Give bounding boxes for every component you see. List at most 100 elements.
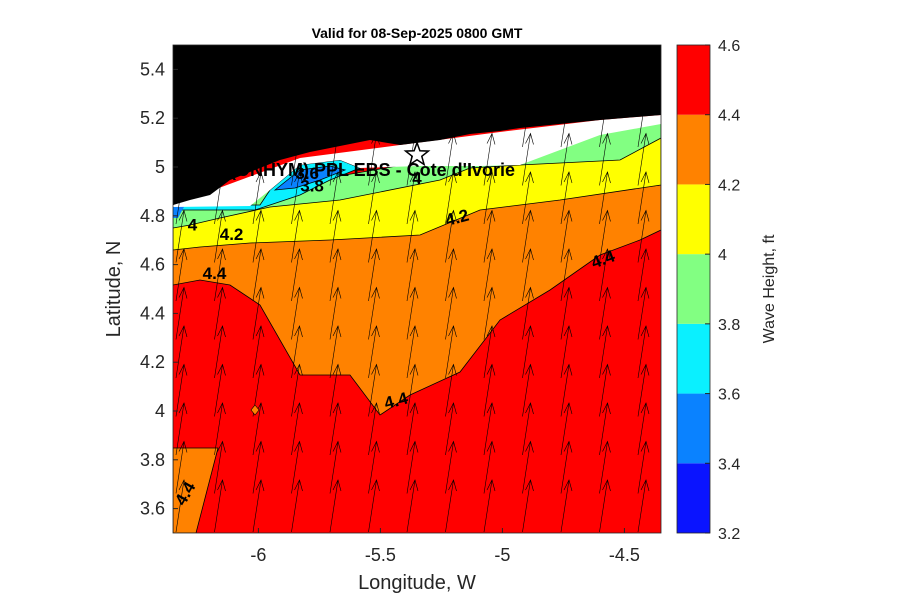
wind-arrow-shaft xyxy=(252,287,262,340)
wind-arrow-head xyxy=(332,479,342,492)
wind-arrow-head xyxy=(448,209,457,222)
wind-arrow-head xyxy=(602,479,611,492)
wind-arrow-shaft xyxy=(214,287,223,340)
wind-arrow-shaft xyxy=(329,479,339,533)
wind-arrow-shaft xyxy=(329,210,339,263)
wind-arrow-head xyxy=(525,286,534,299)
contour-label: 3.8 xyxy=(300,176,324,195)
wind-arrow-head xyxy=(178,363,188,376)
wind-arrow-head xyxy=(525,209,534,222)
wind-arrow-shaft xyxy=(368,402,377,456)
wind-arrow-head xyxy=(448,325,457,338)
wind-arrow-shaft xyxy=(368,364,377,417)
wind-arrow-head xyxy=(294,248,303,261)
wind-arrow-head xyxy=(448,402,457,415)
wind-arrow-head xyxy=(602,402,611,415)
wind-arrow-shaft xyxy=(445,479,454,533)
wind-arrow-head xyxy=(409,402,419,415)
colorbar-frame xyxy=(676,44,711,534)
wind-arrow-head xyxy=(602,94,611,107)
wind-arrow-head xyxy=(294,325,303,338)
band-4.2-4.4-sw xyxy=(173,447,219,533)
colorbar-tick-label: 4 xyxy=(718,247,727,264)
wind-arrow-head xyxy=(178,479,188,492)
wind-arrow-head xyxy=(602,248,611,261)
y-tick-label: 3.8 xyxy=(140,450,165,470)
colorbar-label: Wave Height, ft xyxy=(761,234,778,343)
colorbar-tick-label: 4.6 xyxy=(718,38,740,55)
wind-arrow-shaft xyxy=(175,248,185,302)
wind-arrow-shaft xyxy=(483,133,493,186)
wind-arrow-shaft xyxy=(175,441,185,494)
wind-arrow-shaft xyxy=(214,325,223,379)
colorbar-band xyxy=(677,184,710,255)
wind-arrow-head xyxy=(525,440,534,453)
band-3.4-3.6 xyxy=(273,165,347,191)
wind-arrow-head xyxy=(448,248,457,261)
wind-arrow-shaft xyxy=(483,248,493,302)
wind-arrow-head xyxy=(563,402,573,415)
wind-arrow-shaft xyxy=(637,402,647,456)
wind-arrow-head xyxy=(294,440,303,453)
x-axis: -6 -5.5 -5 -4.5 xyxy=(250,528,640,565)
wind-arrow-shaft xyxy=(599,441,608,494)
wind-arrow-shaft xyxy=(560,364,570,417)
wind-arrow-head xyxy=(563,363,573,376)
wind-arrow-head xyxy=(640,402,650,415)
wind-arrow-shaft xyxy=(522,248,531,302)
wind-arrow-shaft xyxy=(214,364,223,417)
wind-arrow-shaft xyxy=(214,171,223,225)
x-tick-label: -6 xyxy=(250,545,266,565)
wind-arrow-head xyxy=(448,132,457,145)
wind-arrow-shaft xyxy=(406,402,416,456)
wind-arrow-shaft xyxy=(522,210,531,263)
wind-arrow-head xyxy=(294,209,303,222)
wind-arrow-shaft xyxy=(175,479,185,533)
wind-arrow-head xyxy=(486,209,496,222)
wind-arrow-head xyxy=(332,286,342,299)
wind-vectors xyxy=(175,94,650,533)
wind-arrow-head xyxy=(525,402,534,415)
wind-arrow-shaft xyxy=(599,94,608,148)
wind-arrow-head xyxy=(563,440,573,453)
wind-arrow-shaft xyxy=(483,325,493,379)
wind-arrow-shaft xyxy=(599,325,608,379)
colorbar-tick-label: 4.4 xyxy=(718,108,740,125)
wind-arrow-shaft xyxy=(522,325,531,379)
x-tick-label: -5.5 xyxy=(365,545,396,565)
wind-arrow-shaft xyxy=(329,441,339,494)
wind-arrow-head xyxy=(563,325,573,338)
wind-arrow-shaft xyxy=(483,287,493,340)
wind-arrow-head xyxy=(371,171,380,184)
wind-arrow-head xyxy=(332,132,342,145)
wind-arrow-shaft xyxy=(599,402,608,456)
wind-arrow-head xyxy=(525,363,534,376)
wind-arrow-head xyxy=(486,363,496,376)
wind-arrow-head xyxy=(640,171,650,184)
wind-arrow-shaft xyxy=(637,133,647,186)
wind-arrow-shaft xyxy=(522,402,531,456)
wind-arrow-shaft xyxy=(599,171,608,225)
wind-arrow-head xyxy=(255,209,265,222)
wind-arrow-shaft xyxy=(368,133,377,186)
wind-arrow-shaft xyxy=(637,210,647,263)
wind-arrow-head xyxy=(332,248,342,261)
wind-arrow-shaft xyxy=(445,133,454,186)
wind-arrow-head xyxy=(486,286,496,299)
wind-arrow-shaft xyxy=(368,210,377,263)
wind-arrow-head xyxy=(486,132,496,145)
wind-arrow-shaft xyxy=(329,171,339,225)
wind-arrow-head xyxy=(563,286,573,299)
wind-arrow-head xyxy=(640,132,650,145)
wind-arrow-head xyxy=(178,209,188,222)
wind-arrow-head xyxy=(371,325,380,338)
colorbar-tick-label: 3.2 xyxy=(718,526,740,543)
wind-arrow-shaft xyxy=(637,248,647,302)
colorbar-band xyxy=(677,45,710,115)
wind-arrow-shaft xyxy=(406,171,416,225)
wind-arrow-shaft xyxy=(483,402,493,456)
y-tick-label: 5.4 xyxy=(140,59,165,79)
wind-arrow-head xyxy=(217,248,226,261)
wind-arrow-shaft xyxy=(291,210,300,263)
